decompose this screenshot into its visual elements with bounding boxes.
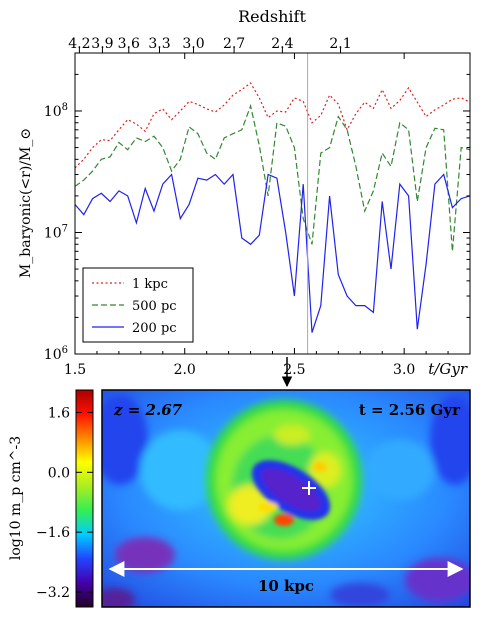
- colorbar-tick-label: −1.6: [36, 525, 70, 541]
- legend-label: 200 pc: [132, 321, 177, 336]
- x-tick-label: 3.0: [393, 362, 415, 378]
- y-tick-label: 106: [44, 345, 68, 363]
- top-tick-label: 3.9: [91, 36, 113, 52]
- redshift-annotation: z = 2.67: [113, 401, 183, 419]
- top-tick-label: 4.2: [68, 36, 90, 52]
- legend-label: 500 pc: [132, 299, 177, 314]
- x-tick-label: 1.5: [64, 362, 86, 378]
- colorbar-label: log10 m_p cm^-3: [8, 436, 24, 560]
- colorbar-gradient: [75, 389, 94, 608]
- top-tick-label: 2.1: [329, 36, 351, 52]
- y-ticks: 106 107 108: [44, 52, 470, 363]
- top-tick-label: 2.7: [223, 36, 245, 52]
- top-ticks: 4.2 3.9 3.6 3.3 3.0 2.7 2.4 2.1: [68, 36, 352, 53]
- time-annotation: t = 2.56 Gyr: [359, 401, 461, 419]
- legend-label: 1 kpc: [132, 277, 168, 292]
- scale-bar-label: 10 kpc: [258, 577, 314, 595]
- series-line-3: [75, 173, 470, 333]
- colorbar: 1.6 0.0 −1.6 −3.2 log10 m_p cm^-3: [8, 389, 94, 608]
- series-layer: [75, 82, 470, 333]
- density-map: [102, 390, 470, 607]
- legend: 1 kpc 500 pc 200 pc: [82, 267, 194, 343]
- map-frame: [101, 389, 471, 608]
- y-tick-label: 107: [44, 223, 68, 241]
- top-tick-label: 3.3: [148, 36, 170, 52]
- colorbar-tick-label: 0.0: [48, 465, 70, 481]
- top-axis-label: Redshift: [238, 7, 306, 26]
- x-ticks: 1.5 2.0 2.5 3.0: [64, 53, 449, 378]
- y-tick-label: 108: [44, 102, 68, 120]
- x-tick-label: 2.0: [174, 362, 196, 378]
- top-tick-label: 3.0: [182, 36, 204, 52]
- series-line-2: [75, 103, 470, 252]
- series-line-1: [75, 82, 470, 169]
- mass-line-plot: Redshift 4.2 3.9 3.6 3.3 3.0 2.7 2.4 2.1 1.5 2.0…: [18, 7, 471, 378]
- top-tick-label: 3.6: [118, 36, 140, 52]
- top-tick-label: 2.4: [271, 36, 293, 52]
- colorbar-tick-label: 1.6: [48, 405, 70, 421]
- y-axis-label: M_baryonic(<r)/M_⊙: [18, 128, 34, 278]
- x-axis-label: t/Gyr: [428, 360, 468, 378]
- x-tick-label: 2.5: [283, 362, 305, 378]
- colorbar-tick-label: −3.2: [36, 585, 70, 601]
